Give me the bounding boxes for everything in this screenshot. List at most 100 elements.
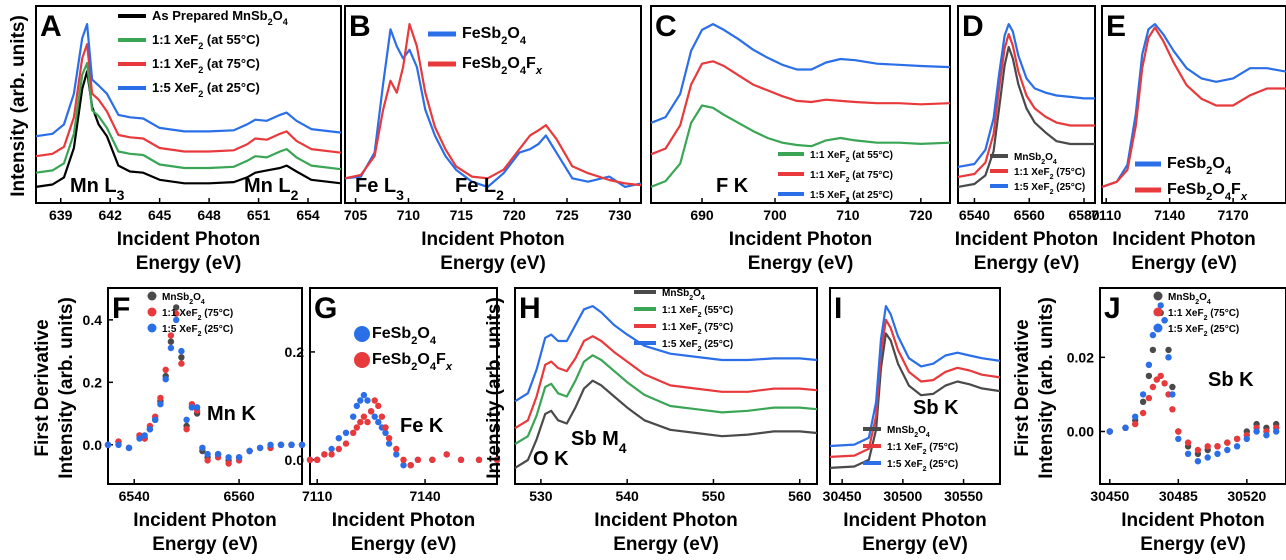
legend-label-G-1-main: FeSb: [372, 351, 411, 368]
x-axis-label-line2-D: Energy (eV): [974, 253, 1080, 274]
data-point-J-2: [1224, 446, 1231, 454]
data-point-G-1: [385, 435, 393, 442]
legend-label-J-0-mid: O: [1199, 292, 1207, 303]
data-point-J-2: [1139, 391, 1147, 398]
x-tick-label-C: 720: [909, 207, 933, 223]
legend-marker-F-1: [147, 307, 157, 317]
data-point-F-1: [225, 460, 232, 467]
legend-label-H-3: 1:5 XeF2 (25°C): [662, 339, 733, 353]
data-point-J-2: [1214, 450, 1221, 457]
data-point-F-0: [173, 304, 180, 311]
panel-G-frame: [309, 287, 498, 485]
data-point-F-1: [178, 360, 185, 367]
y-tick-label-F: 0.4: [83, 312, 103, 328]
data-point-G-1: [493, 456, 501, 463]
legend-marker-J-1: [1153, 307, 1163, 317]
data-point-J-1: [1214, 443, 1221, 450]
legend-label-E-1-main: FeSb: [1167, 181, 1206, 198]
legend-label-I-1-sub: 2: [923, 449, 927, 456]
data-point-J-2: [1165, 354, 1172, 361]
legend-label-B-0-main: FeSb: [462, 25, 501, 42]
legend-label-J-0-sub2: 4: [1207, 299, 1211, 306]
legend-label-D-2: 1:5 XeF2 (25°C): [1014, 182, 1085, 196]
x-tick-label-F: 6540: [119, 488, 150, 504]
legend-label-B-0-sub: 2: [501, 35, 507, 47]
annotation-text: Mn K: [207, 403, 256, 425]
x-axis-label-G: Incident Photon: [332, 510, 476, 531]
legend-label-C-0-sub: 2: [846, 157, 850, 164]
panel-J-frame: [1099, 287, 1286, 485]
data-point-G-1: [414, 456, 422, 463]
annotation-sub: 2: [496, 187, 504, 203]
x-axis-label-F: Incident Photon: [133, 510, 277, 531]
y-axis-label-F-1: First Derivative: [32, 319, 53, 456]
annotation-text: Mn L: [244, 175, 291, 197]
legend-marker-J-2: [1153, 323, 1163, 333]
data-point-F-2: [188, 404, 196, 411]
y-tick-label-G: 0.2: [285, 344, 305, 360]
data-point-G-1: [457, 456, 465, 463]
x-tick-label-G: 7140: [409, 488, 440, 504]
panel-letter-F: F: [112, 292, 130, 325]
annotation-text: Mn L: [70, 175, 117, 197]
legend-label-C-1-mid: (at 75°C): [849, 170, 892, 181]
data-point-J-0: [1145, 372, 1153, 380]
data-point-G-1: [306, 456, 314, 463]
legend-label-A-2-sub: 2: [198, 65, 203, 75]
data-point-F-2: [298, 441, 306, 448]
legend-label-C-0-main: 1:1 XeF: [810, 150, 846, 161]
x-tick-label-C: 700: [763, 207, 787, 223]
legend-label-A-3-main: 1:5 XeF: [152, 80, 198, 95]
legend-label-D-1: 1:1 XeF2 (75°C): [1014, 167, 1085, 181]
legend-label-B-1-sub2: 4: [520, 65, 527, 77]
legend-label-H-0-mid: O: [693, 288, 701, 299]
legend-label-G-1-sub: 2: [411, 361, 417, 373]
legend-label-A-3-sub: 2: [198, 89, 203, 99]
annotation-A-1: Mn L2: [244, 175, 299, 203]
legend-label-F-0: MnSb2O4: [162, 292, 205, 306]
panel-letter-D: D: [962, 10, 984, 43]
legend-label-J-2-sub: 2: [1204, 331, 1208, 338]
annotation-D-0: Mn K: [0, 0, 49, 5]
legend-label-F-1-main: 1:1 XeF: [162, 308, 198, 319]
data-point-J-2: [1243, 435, 1251, 443]
legend-label-B-1-main: FeSb: [462, 55, 501, 72]
x-tick-label-A: 639: [49, 207, 73, 223]
data-point-F-2: [277, 441, 285, 448]
legend-label-G-1-tail: F: [436, 351, 446, 368]
data-point-G-1: [328, 451, 335, 458]
data-point-J-1: [1132, 420, 1139, 428]
legend-label-I-0-sub2: 4: [926, 432, 930, 439]
legend-label-H-1-main: 1:1 XeF: [662, 305, 698, 316]
annotation-text: Sb M: [571, 428, 619, 450]
x-tick-label-C: 690: [690, 207, 714, 223]
legend-label-A-0-main: As Prepared MnSb: [152, 8, 268, 23]
annotation-sub: 3: [396, 187, 404, 203]
legend-label-D-1-mid: (75°C): [1053, 167, 1085, 178]
legend-label-J-0: MnSb2O4: [1168, 292, 1211, 306]
data-point-G-1: [364, 418, 371, 426]
data-point-F-2: [288, 441, 295, 448]
panel-letter-J: J: [1104, 292, 1121, 325]
legend-label-J-1-sub: 2: [1204, 315, 1208, 322]
legend-label-A-1-main: 1:1 XeF: [152, 32, 198, 47]
data-point-F-2: [167, 344, 175, 352]
annotation-text: F K: [716, 175, 749, 197]
data-point-J-1: [1139, 409, 1147, 417]
legend-marker-G-0: [354, 326, 370, 342]
legend-label-H-1-mid: (55°C): [701, 305, 733, 316]
annotation-text: Fe K: [0, 0, 44, 5]
data-point-J-1: [1233, 435, 1241, 443]
data-point-J-2: [1157, 302, 1164, 309]
x-axis-label-line2-J: Energy (eV): [1140, 534, 1246, 555]
legend-label-G-1-tail-sub: x: [445, 361, 453, 373]
series-line-C-0: [650, 104, 951, 188]
legend-label-F-1: 1:1 XeF2 (75°C): [162, 308, 233, 322]
legend-label-G-0: FeSb2O4: [372, 325, 437, 347]
panel-letter-G: G: [314, 292, 337, 325]
panel-D-frame: [957, 5, 1096, 204]
legend-label-E-1-sub: 2: [1206, 191, 1212, 203]
data-point-F-2: [157, 401, 164, 408]
